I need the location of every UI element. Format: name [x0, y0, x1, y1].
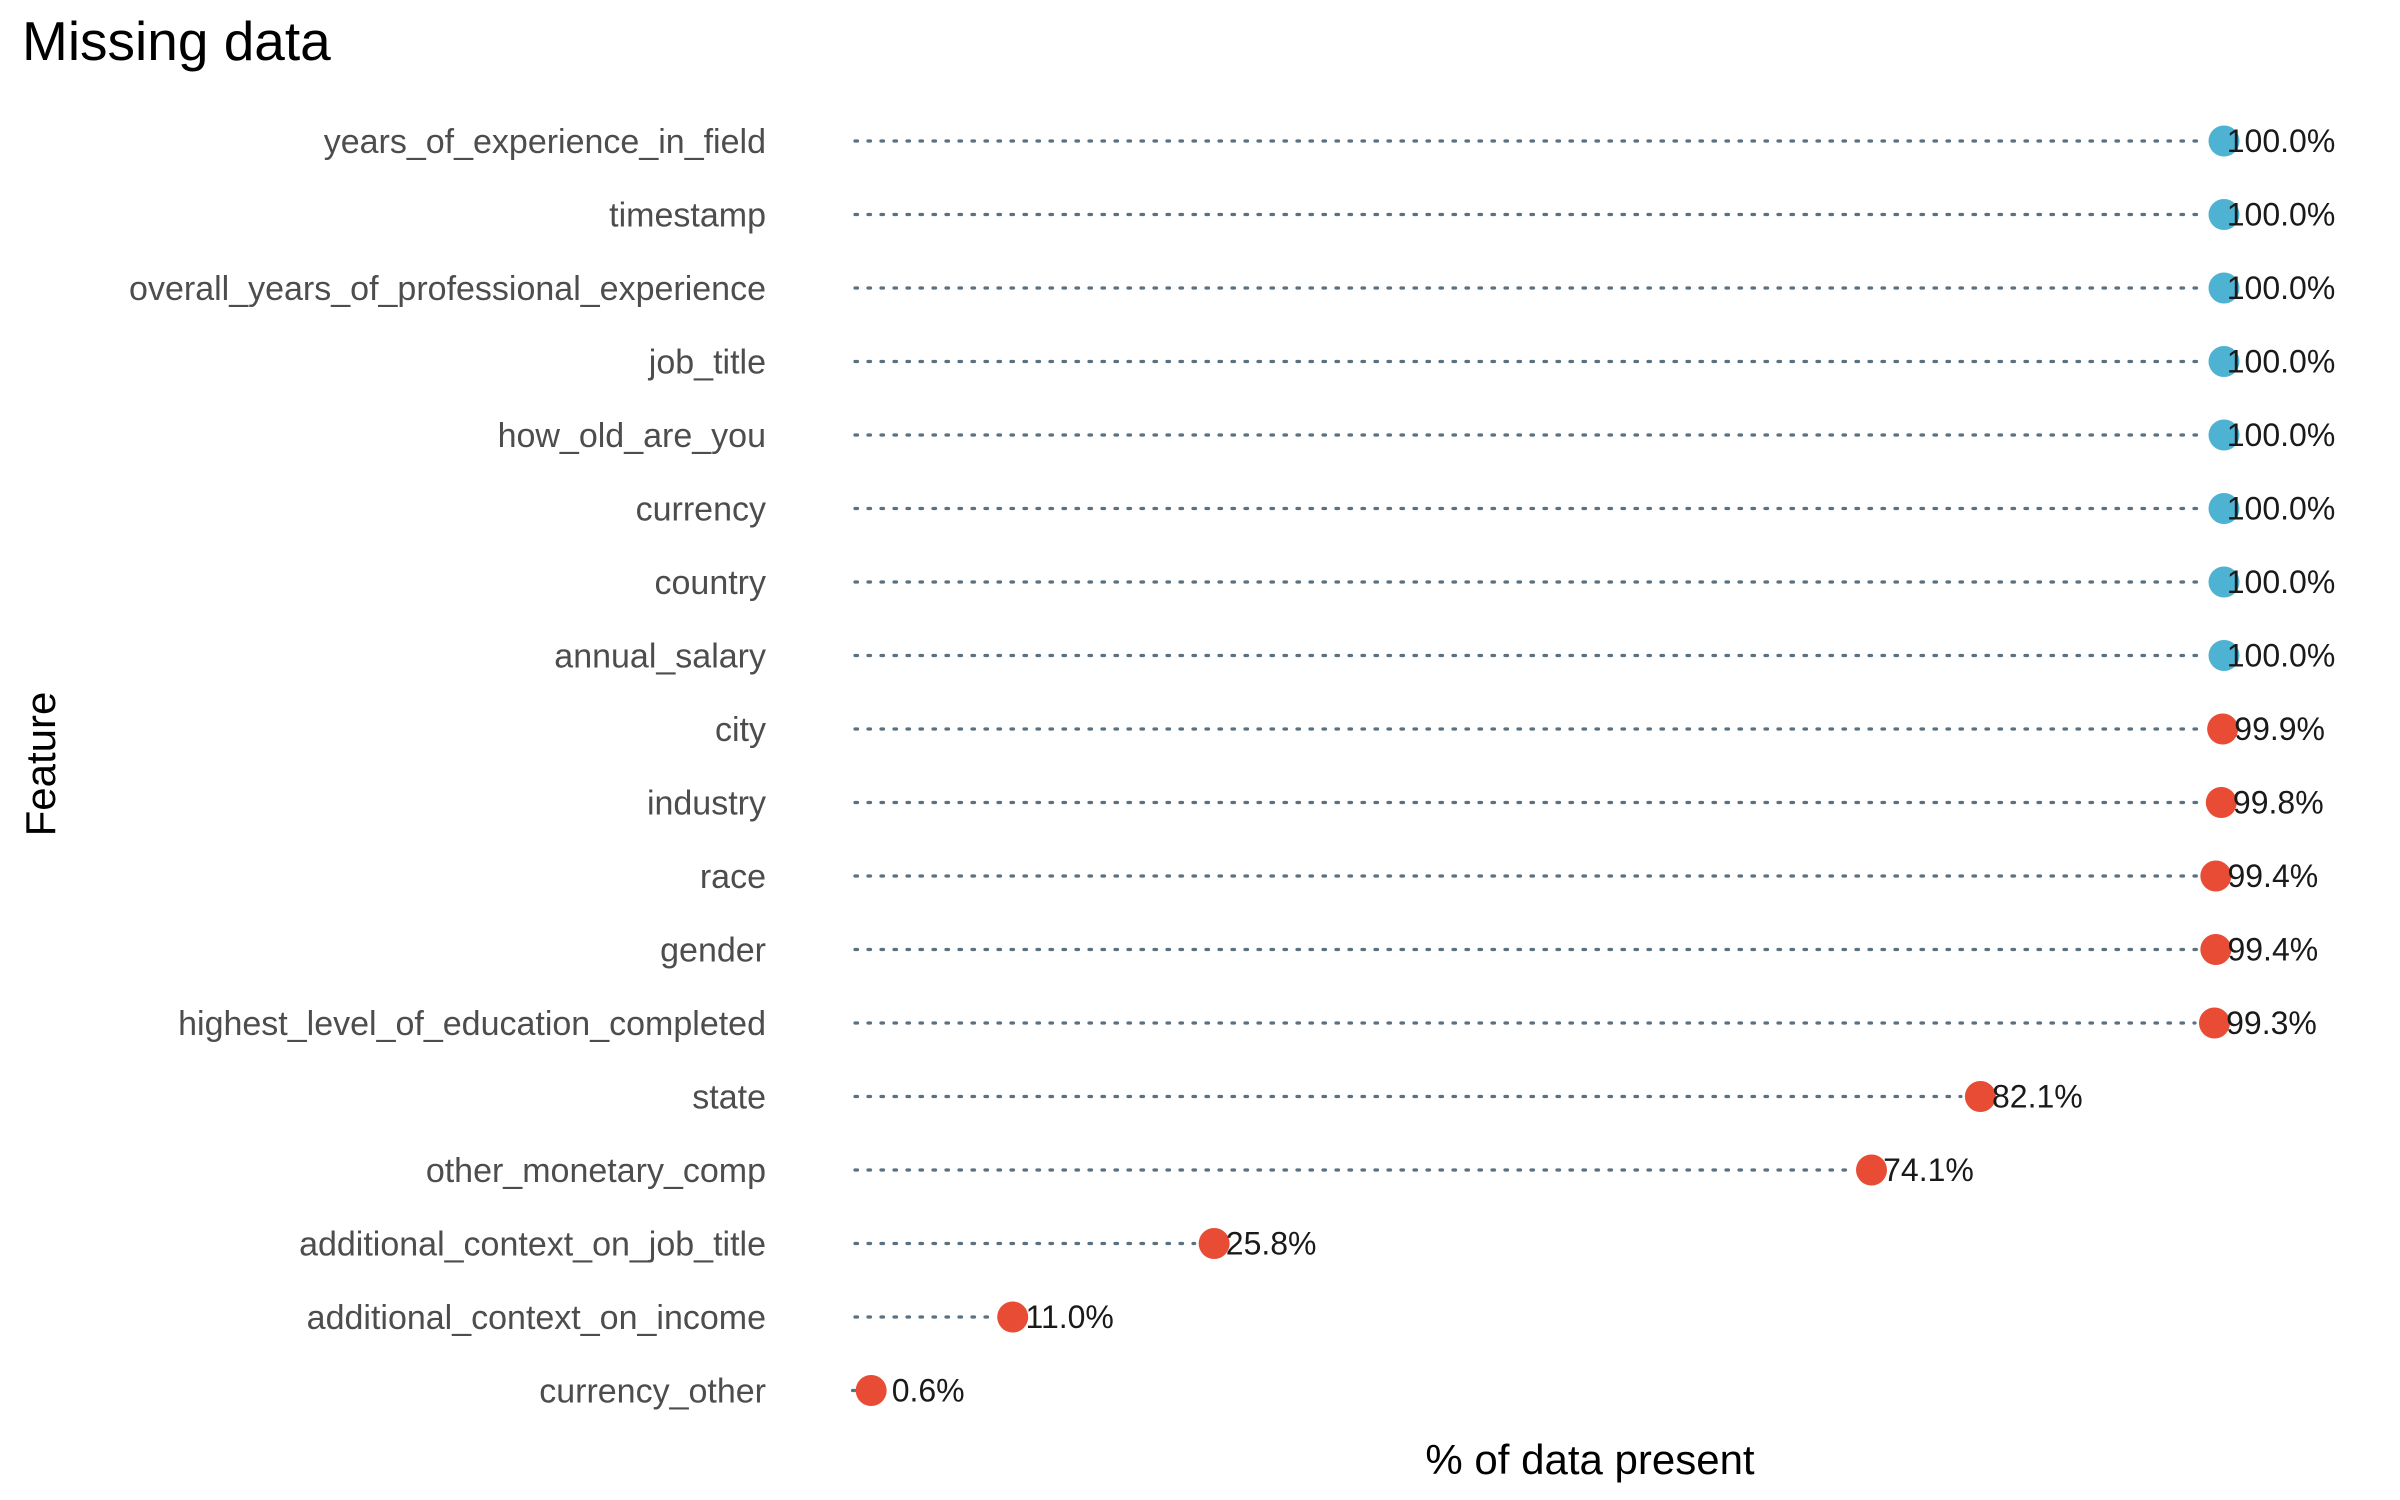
category-label: additional_context_on_job_title [299, 1226, 766, 1264]
category-label: country [655, 564, 767, 602]
x-axis-title: % of data present [1425, 1436, 1755, 1483]
category-label: overall_years_of_professional_experience [129, 270, 766, 308]
category-label: additional_context_on_income [307, 1299, 766, 1337]
category-label: how_old_are_you [498, 417, 766, 455]
value-label: 99.4% [2227, 858, 2318, 894]
lollipop-row: currency_other 0.6% [539, 1373, 964, 1411]
value-label: 0.6% [892, 1373, 965, 1409]
lollipop-rows: years_of_experience_in_field 100.0%timest… [129, 123, 2335, 1411]
category-label: gender [660, 932, 766, 970]
lollipop-point [2208, 346, 2240, 377]
category-label: race [700, 858, 766, 896]
lollipop-point [997, 1301, 1029, 1333]
category-label: years_of_experience_in_field [324, 123, 766, 161]
lollipop-point [2200, 860, 2232, 892]
value-label: 100.0% [2227, 270, 2336, 306]
value-label: 100.0% [2227, 564, 2336, 600]
chart-title: Missing data [22, 10, 331, 72]
category-label: highest_level_of_education_completed [178, 1005, 766, 1043]
lollipop-row: gender 99.4% [660, 932, 2318, 970]
lollipop-row: how_old_are_you 100.0% [498, 417, 2336, 455]
lollipop-point [2205, 787, 2237, 818]
lollipop-point [2208, 640, 2240, 671]
value-label: 100.0% [2227, 638, 2336, 674]
category-label: timestamp [609, 197, 766, 235]
lollipop-row: additional_context_on_job_title 25.8% [299, 1226, 1316, 1264]
lollipop-row: additional_context_on_income 11.0% [307, 1299, 1114, 1337]
value-label: 100.0% [2227, 417, 2336, 453]
category-label: currency_other [539, 1373, 766, 1411]
lollipop-row: job_title 100.0% [648, 344, 2335, 382]
value-label: 74.1% [1883, 1152, 1974, 1188]
lollipop-point [2198, 1007, 2230, 1039]
value-label: 100.0% [2227, 491, 2336, 527]
category-label: state [692, 1079, 766, 1117]
value-label: 25.8% [1226, 1226, 1317, 1262]
lollipop-row: state 82.1% [692, 1079, 2082, 1117]
lollipop-point [855, 1375, 887, 1406]
category-label: city [715, 711, 766, 749]
value-label: 99.3% [2226, 1005, 2317, 1041]
lollipop-point [1856, 1154, 1888, 1186]
lollipop-row: race 99.4% [700, 858, 2318, 896]
lollipop-point [2200, 934, 2232, 965]
value-label: 11.0% [1026, 1299, 1114, 1335]
lollipop-point [2207, 713, 2239, 745]
category-label: industry [647, 785, 766, 823]
value-label: 82.1% [1992, 1079, 2083, 1115]
lollipop-row: highest_level_of_education_completed 99.3… [178, 1005, 2317, 1043]
lollipop-row: years_of_experience_in_field 100.0% [324, 123, 2336, 161]
lollipop-row: currency 100.0% [636, 491, 2336, 529]
lollipop-point [2208, 272, 2240, 304]
lollipop-point [2208, 566, 2240, 598]
lollipop-row: country 100.0% [655, 564, 2336, 602]
lollipop-point [2208, 419, 2240, 451]
value-label: 100.0% [2227, 123, 2336, 159]
value-label: 99.4% [2227, 932, 2318, 968]
value-label: 100.0% [2227, 344, 2336, 380]
lollipop-row: industry 99.8% [647, 785, 2324, 823]
category-label: currency [636, 491, 766, 529]
lollipop-row: other_monetary_comp 74.1% [426, 1152, 1974, 1190]
lollipop-point [1964, 1081, 1996, 1112]
lollipop-row: timestamp 100.0% [609, 197, 2335, 235]
lollipop-point [2208, 493, 2240, 524]
category-label: job_title [648, 344, 766, 382]
value-label: 100.0% [2227, 197, 2336, 233]
category-label: annual_salary [554, 638, 766, 676]
value-label: 99.9% [2234, 711, 2325, 747]
category-label: other_monetary_comp [426, 1152, 766, 1190]
lollipop-row: annual_salary 100.0% [554, 638, 2335, 676]
lollipop-row: city 99.9% [715, 711, 2325, 749]
lollipop-point [2208, 199, 2240, 230]
lollipop-point [2208, 125, 2240, 157]
value-label: 99.8% [2233, 785, 2324, 821]
y-axis-title: Feature [17, 692, 64, 837]
lollipop-point [1198, 1228, 1230, 1259]
lollipop-row: overall_years_of_professional_experience… [129, 270, 2335, 308]
